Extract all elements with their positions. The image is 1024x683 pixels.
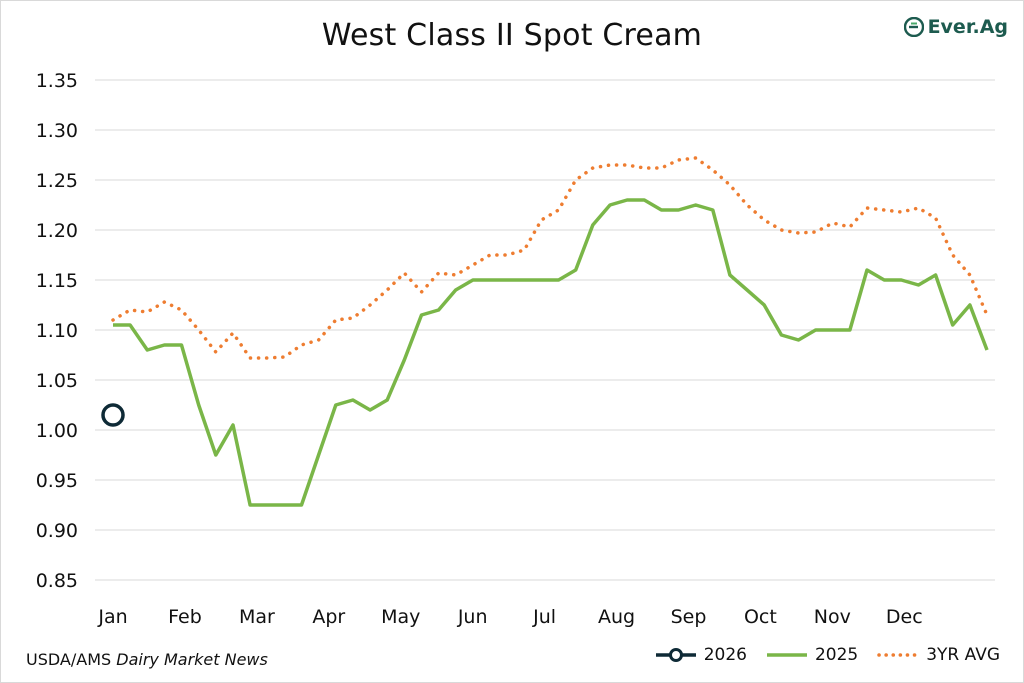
legend-item-3yr-avg: 3YR AVG xyxy=(876,645,1000,665)
y-axis-ticks: 0.85 0.90 0.95 1.00 1.05 1.10 1.15 1.20 1.25 1.30… xyxy=(36,70,78,592)
y-tick-label: 1.10 xyxy=(36,320,78,342)
y-tick-label: 0.90 xyxy=(36,520,78,542)
y-tick-label: 0.85 xyxy=(36,570,78,592)
x-tick-label: Sep xyxy=(671,606,707,628)
ever-ag-logo-icon xyxy=(903,17,924,37)
y-tick-label: 1.00 xyxy=(36,420,78,442)
chart-title: West Class II Spot Cream xyxy=(321,18,703,53)
x-tick-label: Jul xyxy=(532,606,556,628)
x-tick-label: Nov xyxy=(814,606,851,628)
legend-item-2026: 2026 xyxy=(654,645,747,665)
source-prefix: USDA/AMS xyxy=(26,650,112,669)
x-tick-label: Feb xyxy=(168,606,202,628)
brand-name: Ever.Ag xyxy=(927,16,1008,38)
x-tick-label: Mar xyxy=(239,606,275,628)
y-tick-label: 1.30 xyxy=(36,120,78,142)
series-lines xyxy=(101,156,989,507)
legend-marker-2026-icon xyxy=(655,648,696,662)
y-tick-label: 1.25 xyxy=(36,170,78,192)
brand-logo: Ever.Ag xyxy=(903,16,1008,38)
source-publication: Dairy Market News xyxy=(116,650,268,669)
y-tick-label: 1.15 xyxy=(36,270,78,292)
legend-line-3yr-avg-icon xyxy=(877,653,920,657)
series-3yr-avg-line xyxy=(111,156,989,360)
x-tick-label: Aug xyxy=(598,606,635,628)
legend-label-3yr-avg: 3YR AVG xyxy=(926,645,1000,665)
x-tick-label: May xyxy=(381,606,420,628)
legend-item-2025: 2025 xyxy=(765,645,858,665)
series-2025-line xyxy=(113,198,989,507)
legend-label-2026: 2026 xyxy=(703,645,747,665)
x-tick-label: Jan xyxy=(97,606,127,628)
y-tick-label: 0.95 xyxy=(36,470,78,492)
x-axis-ticks: Jan Feb Mar Apr May Jun Jul Aug Sep Oct Nov Dec xyxy=(97,606,922,628)
x-tick-label: Jun xyxy=(457,606,488,628)
series-2026-point xyxy=(101,403,125,427)
y-tick-label: 1.35 xyxy=(36,70,78,92)
x-tick-label: Oct xyxy=(744,606,777,628)
y-tick-label: 1.20 xyxy=(36,220,78,242)
source-note: USDA/AMS Dairy Market News xyxy=(26,650,268,669)
x-tick-label: Apr xyxy=(312,606,345,628)
legend-label-2025: 2025 xyxy=(814,645,859,665)
x-tick-label: Dec xyxy=(886,606,923,628)
legend: 2026 2025 3YR AVG xyxy=(654,645,1000,665)
legend-line-2025-icon xyxy=(766,653,807,657)
grid-lines xyxy=(95,79,995,581)
y-tick-label: 1.05 xyxy=(36,370,78,392)
